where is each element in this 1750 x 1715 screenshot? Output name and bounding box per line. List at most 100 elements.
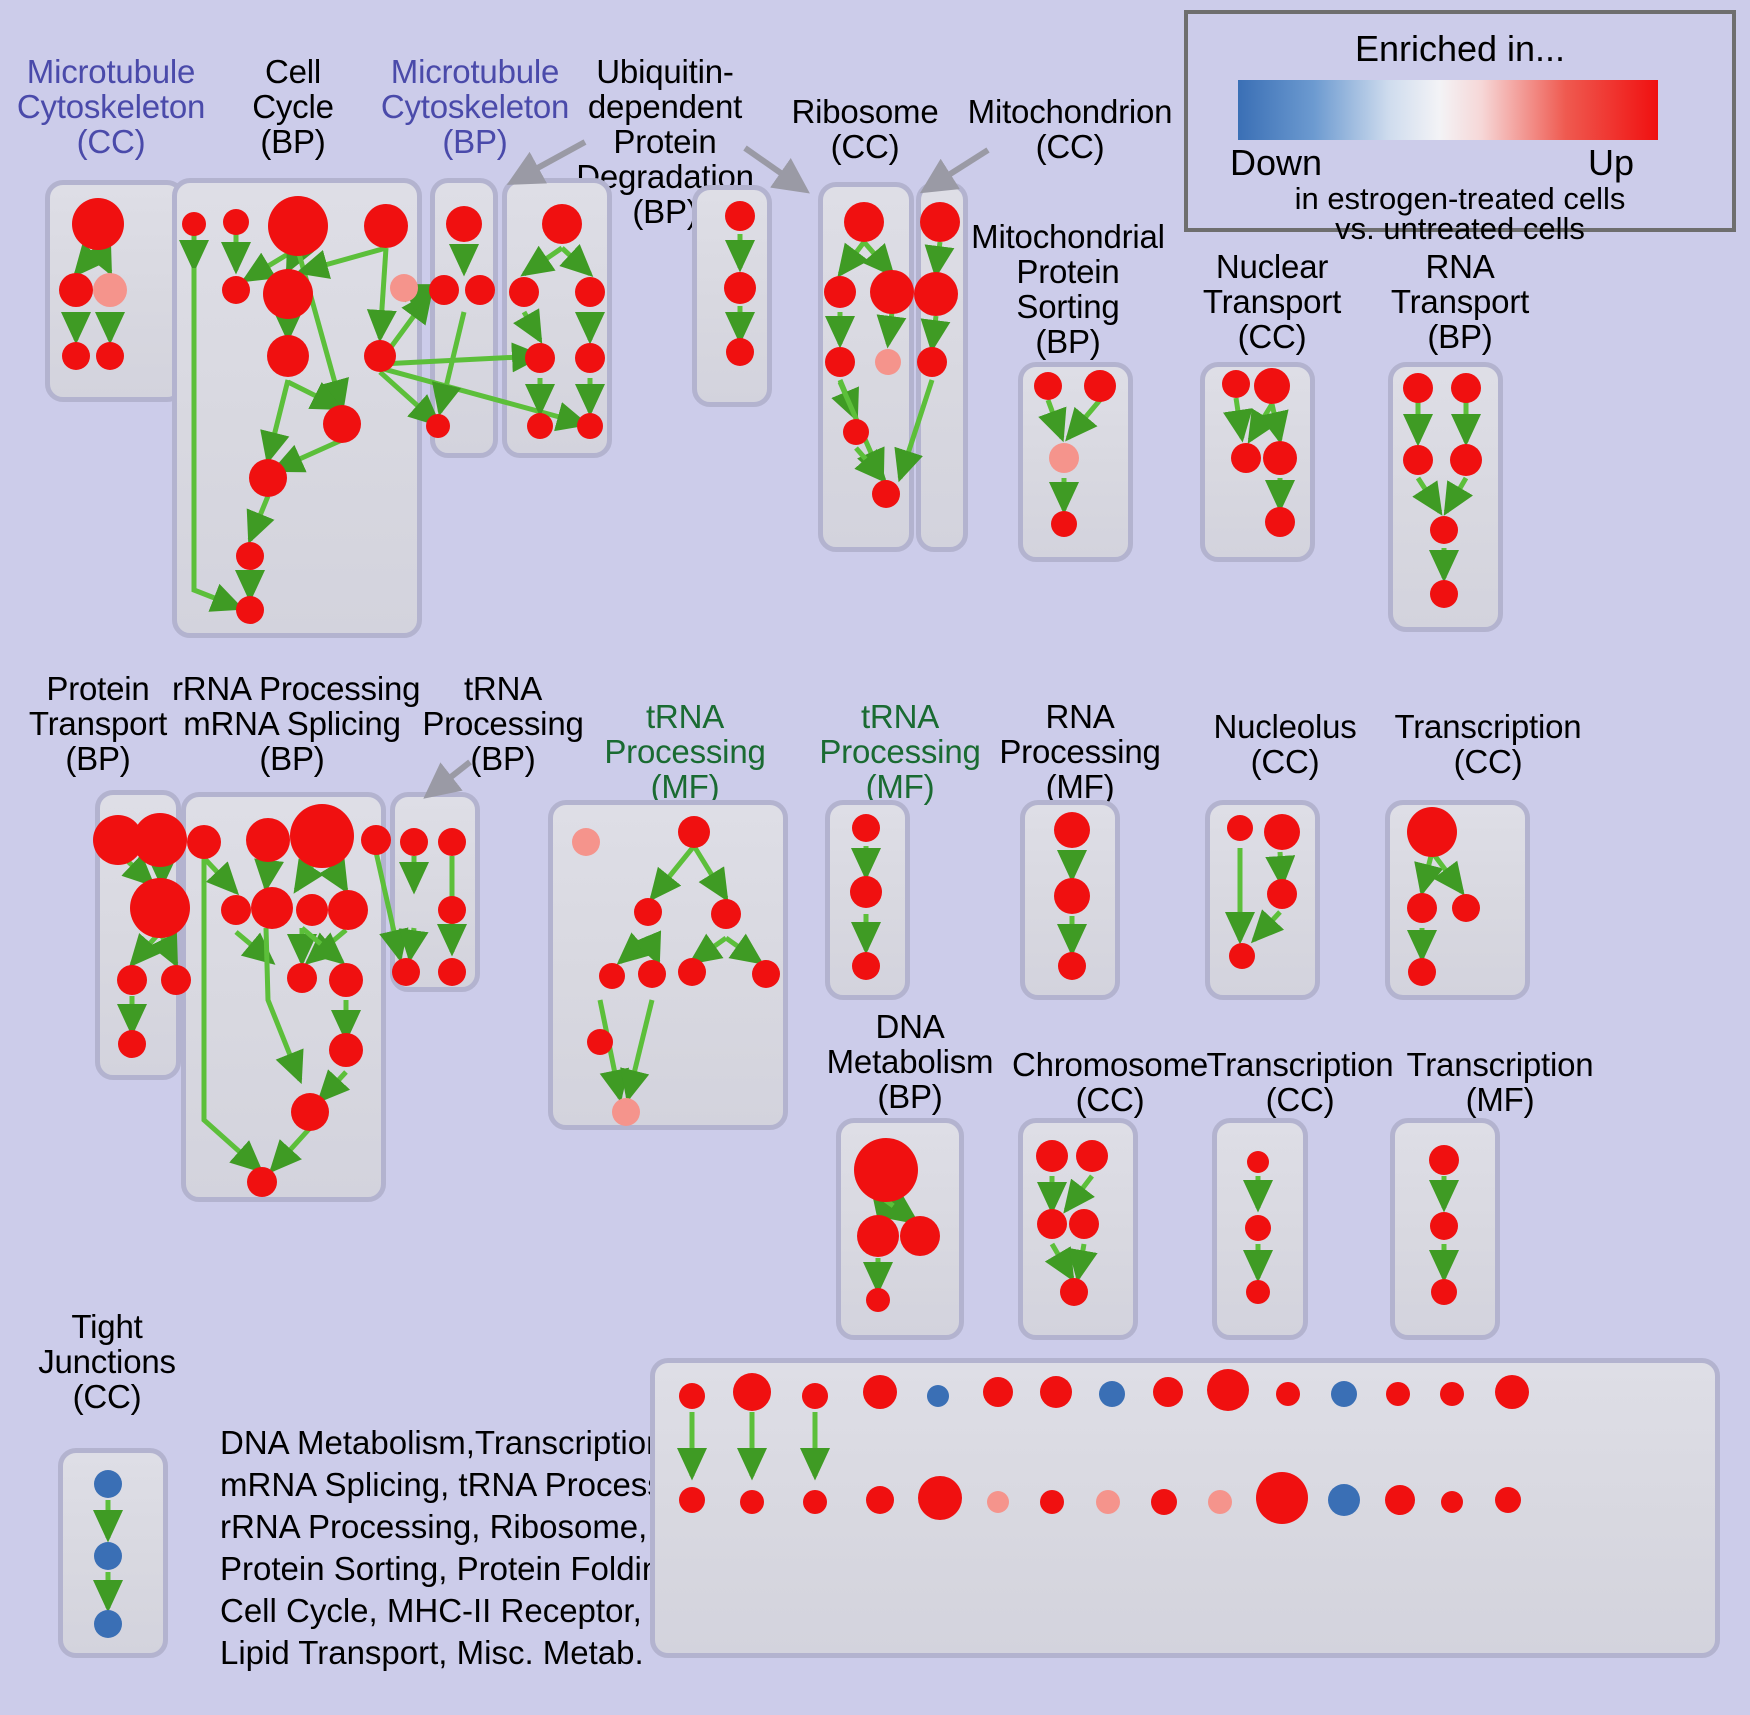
go-term-node[interactable] [72,198,124,250]
go-term-node[interactable] [577,413,603,439]
go-term-node[interactable] [1328,1484,1360,1516]
go-term-node[interactable] [1430,516,1458,544]
go-term-node[interactable] [364,340,396,372]
go-term-node[interactable] [1049,443,1079,473]
go-term-node[interactable] [854,1138,918,1202]
go-term-node[interactable] [287,963,317,993]
go-term-node[interactable] [724,272,756,304]
go-term-node[interactable] [267,335,309,377]
go-term-node[interactable] [1060,1278,1088,1306]
go-term-node[interactable] [94,1542,122,1570]
go-term-node[interactable] [1153,1377,1183,1407]
go-term-node[interactable] [429,275,459,305]
go-term-node[interactable] [733,1373,771,1411]
go-term-node[interactable] [392,958,420,986]
go-term-node[interactable] [740,1490,764,1514]
go-term-node[interactable] [711,899,741,929]
go-term-node[interactable] [1430,580,1458,608]
go-term-node[interactable] [987,1491,1009,1513]
go-term-node[interactable] [249,459,287,497]
go-term-node[interactable] [1331,1381,1357,1407]
cluster-box-misc-categories[interactable] [650,1358,1720,1658]
go-term-node[interactable] [1245,1215,1271,1241]
go-term-node[interactable] [852,814,880,842]
go-term-node[interactable] [94,1470,122,1498]
go-term-node[interactable] [1450,444,1482,476]
go-term-node[interactable] [527,413,553,439]
go-term-node[interactable] [1431,1279,1457,1305]
go-term-node[interactable] [1495,1375,1529,1409]
go-term-node[interactable] [1051,511,1077,537]
go-term-node[interactable] [62,342,90,370]
go-term-node[interactable] [1263,441,1297,475]
go-term-node[interactable] [1207,1369,1249,1411]
go-term-node[interactable] [872,480,900,508]
go-term-node[interactable] [117,965,147,995]
go-term-node[interactable] [900,1216,940,1256]
go-term-node[interactable] [94,1610,122,1638]
go-term-node[interactable] [863,1375,897,1409]
go-term-node[interactable] [587,1029,613,1055]
go-term-node[interactable] [726,338,754,366]
go-term-node[interactable] [1408,958,1436,986]
go-term-node[interactable] [920,202,960,242]
go-term-node[interactable] [1247,1151,1269,1173]
go-term-node[interactable] [1227,815,1253,841]
go-term-node[interactable] [857,1215,899,1257]
go-term-node[interactable] [638,960,666,988]
go-term-node[interactable] [251,887,293,929]
go-term-node[interactable] [400,828,428,856]
go-term-node[interactable] [825,347,855,377]
go-term-node[interactable] [599,963,625,989]
go-term-node[interactable] [263,269,313,319]
go-term-node[interactable] [130,878,190,938]
go-term-node[interactable] [852,952,880,980]
go-term-node[interactable] [678,958,706,986]
go-term-node[interactable] [927,1385,949,1407]
go-term-node[interactable] [1385,1485,1415,1515]
go-term-node[interactable] [1151,1489,1177,1515]
go-term-node[interactable] [542,204,582,244]
go-term-node[interactable] [844,202,884,242]
cluster-box-nucleolus-cc[interactable] [1205,800,1320,1000]
go-term-node[interactable] [446,206,482,242]
go-term-node[interactable] [914,272,958,316]
go-term-node[interactable] [291,1093,329,1131]
go-term-node[interactable] [93,273,127,307]
go-term-node[interactable] [866,1288,890,1312]
go-term-node[interactable] [247,1167,277,1197]
go-term-node[interactable] [1452,894,1480,922]
go-term-node[interactable] [678,816,710,848]
go-term-node[interactable] [182,212,206,236]
go-term-node[interactable] [1256,1472,1308,1524]
go-term-node[interactable] [612,1098,640,1126]
go-term-node[interactable] [1036,1140,1068,1172]
go-term-node[interactable] [1403,445,1433,475]
go-term-node[interactable] [1429,1145,1459,1175]
go-term-node[interactable] [1430,1212,1458,1240]
go-term-node[interactable] [1267,879,1297,909]
go-term-node[interactable] [1265,507,1295,537]
go-term-node[interactable] [465,275,495,305]
go-term-node[interactable] [246,818,290,862]
cluster-box-trna-processing-mf-1[interactable] [548,800,788,1130]
go-term-node[interactable] [1407,893,1437,923]
go-term-node[interactable] [866,1486,894,1514]
go-term-node[interactable] [236,542,264,570]
go-term-node[interactable] [1096,1490,1120,1514]
go-term-node[interactable] [1254,368,1290,404]
go-term-node[interactable] [222,276,250,304]
go-term-node[interactable] [1495,1487,1521,1513]
go-term-node[interactable] [268,196,328,256]
go-term-node[interactable] [296,894,328,926]
go-term-node[interactable] [572,828,600,856]
go-term-node[interactable] [803,1490,827,1514]
go-term-node[interactable] [1084,370,1116,402]
go-term-node[interactable] [236,596,264,624]
go-term-node[interactable] [634,898,662,926]
go-term-node[interactable] [118,1030,146,1058]
go-term-node[interactable] [1076,1140,1108,1172]
go-term-node[interactable] [1441,1491,1463,1513]
go-term-node[interactable] [438,958,466,986]
go-term-node[interactable] [918,1476,962,1520]
